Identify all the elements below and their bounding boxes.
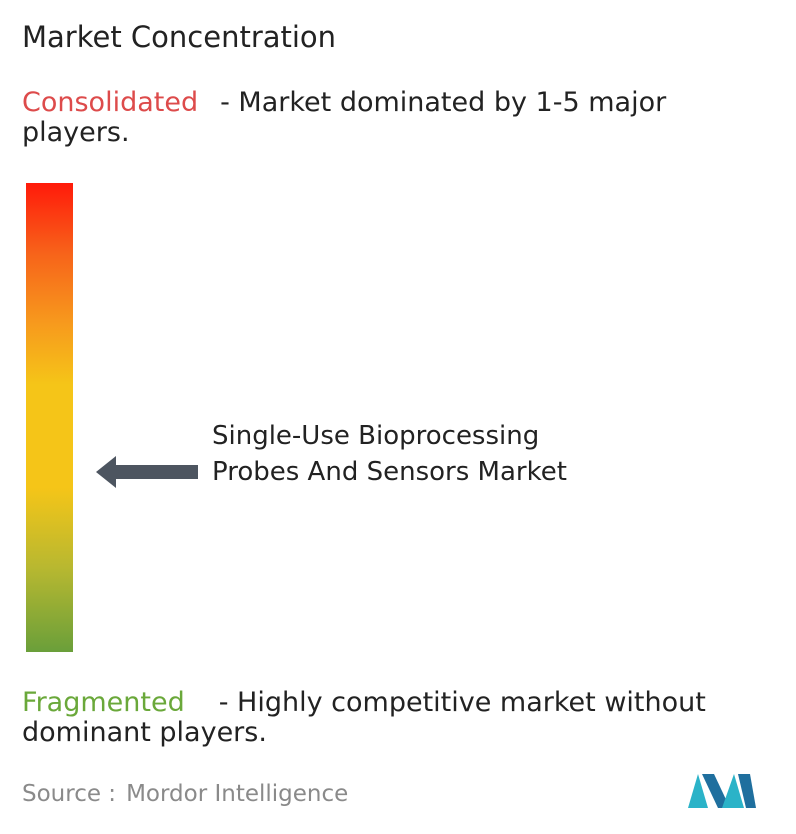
concentration-gradient [26,183,73,652]
market-label: Single-Use Bioprocessing Probes And Sens… [212,421,567,487]
source: Source : Mordor Intelligence [22,781,348,807]
source-name: Mordor Intelligence [126,781,349,807]
consolidated-description: - Market dominated by 1-5 major players. [22,87,667,148]
consolidated-row: Consolidated - Market dominated by 1-5 ma… [22,88,782,148]
fragmented-description: - Highly competitive market without domi… [22,687,706,748]
arrow [96,456,198,488]
fragmented-label: Fragmented [22,687,185,718]
fragmented-row: Fragmented - Highly competitive market wi… [22,688,782,748]
arrow-shape [96,456,198,488]
title: Market Concentration [22,20,337,54]
consolidated-label: Consolidated [22,87,199,118]
logo [688,774,756,808]
source-prefix: Source : [22,781,117,807]
